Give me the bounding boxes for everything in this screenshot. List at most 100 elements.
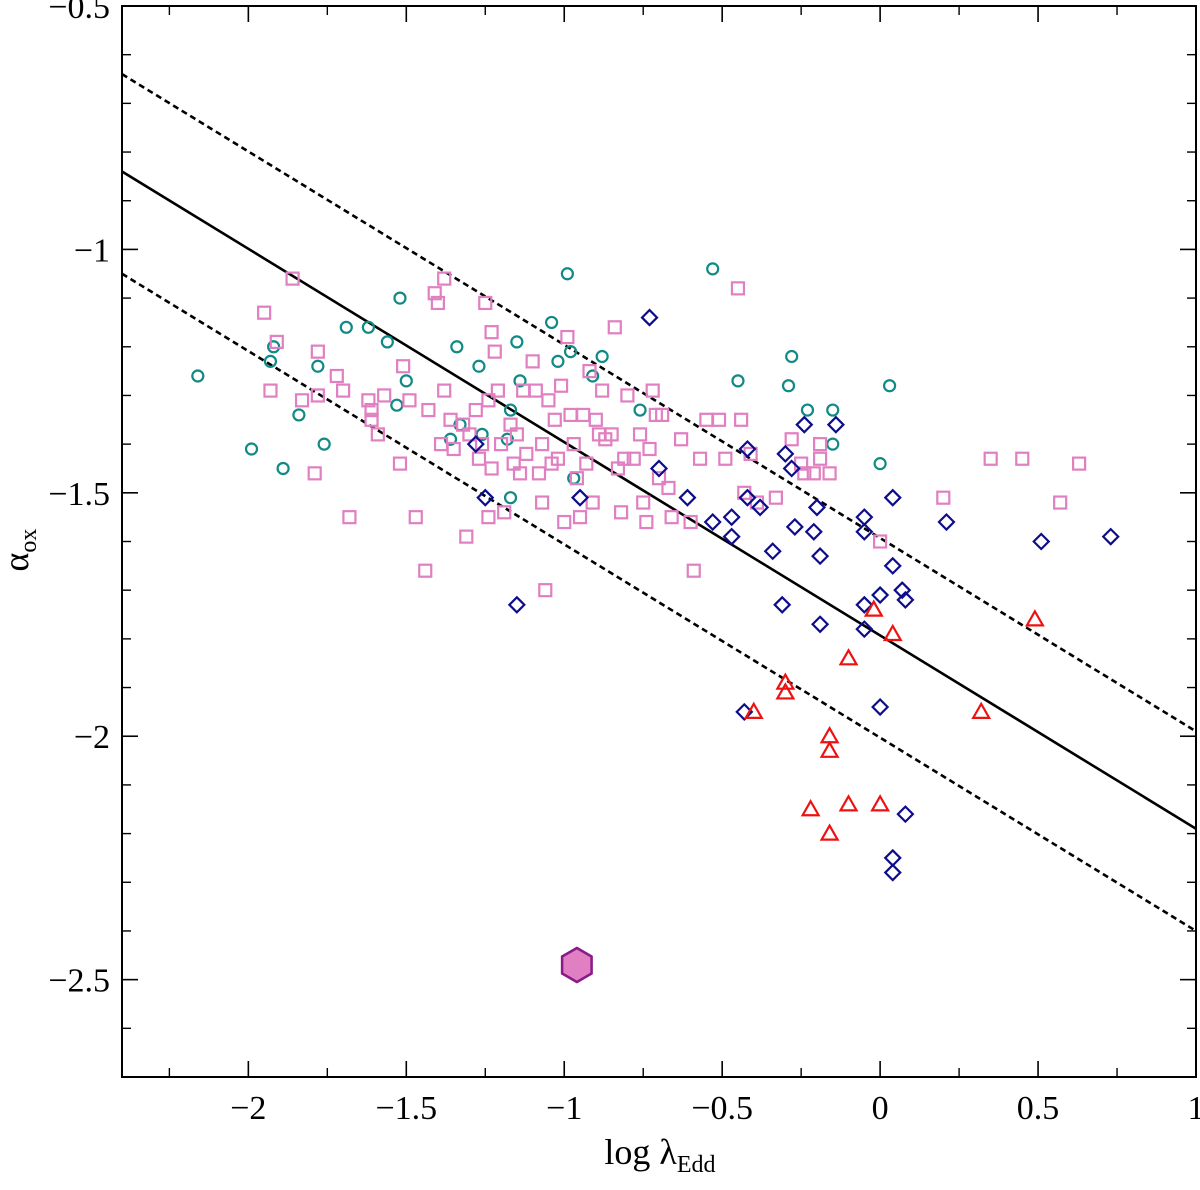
point-squares <box>437 271 452 286</box>
point-diamonds <box>738 439 757 459</box>
point-triangles <box>800 799 821 817</box>
point-diamonds <box>937 512 956 532</box>
point-diamonds <box>855 508 874 527</box>
point-diamonds <box>782 459 801 478</box>
point-circles <box>503 403 518 417</box>
point-squares <box>484 325 499 340</box>
point-circles <box>563 345 578 359</box>
point-squares <box>528 383 543 398</box>
point-diamonds <box>883 556 902 575</box>
point-circles <box>399 374 413 388</box>
point-squares <box>936 490 951 505</box>
point-diamonds <box>735 702 754 721</box>
point-squares <box>377 388 392 403</box>
point-squares <box>481 510 496 525</box>
point-squares <box>812 451 828 466</box>
point-squares <box>655 407 670 423</box>
y-axis-title-sub: ox <box>16 529 42 553</box>
point-squares <box>475 437 490 452</box>
point-squares <box>547 412 562 427</box>
x-axis-title-sub: Edd <box>677 1152 716 1178</box>
point-squares <box>582 364 597 379</box>
point-circles <box>263 354 278 368</box>
point-diamonds <box>893 581 912 600</box>
point-circles <box>544 315 559 330</box>
point-squares <box>478 295 493 311</box>
point-squares <box>563 407 578 423</box>
point-diamonds <box>776 444 795 463</box>
x-axis-title: log λEdd <box>604 1132 715 1178</box>
point-squares <box>664 510 679 525</box>
point-diamonds <box>785 517 804 536</box>
point-squares <box>553 378 569 393</box>
point-diamonds <box>466 435 485 454</box>
point-circles <box>882 379 897 393</box>
point-circles <box>317 437 331 451</box>
point-triangles <box>971 701 992 719</box>
point-squares <box>459 529 474 544</box>
point-diamonds <box>476 488 495 507</box>
point-squares <box>617 451 632 466</box>
point-diamonds <box>763 542 782 561</box>
point-squares <box>421 402 436 418</box>
point-squares <box>674 432 689 447</box>
point-diamonds <box>1101 527 1120 546</box>
point-squares <box>487 344 502 359</box>
point-squares <box>1053 495 1068 510</box>
point-triangles <box>775 682 796 700</box>
point-squares <box>427 286 442 301</box>
point-squares <box>983 451 998 466</box>
point-circles <box>785 349 799 364</box>
point-diamonds <box>570 488 590 507</box>
point-circles <box>706 262 720 276</box>
point-squares <box>310 388 325 403</box>
point-squares <box>462 427 477 442</box>
fit-lines <box>122 73 1196 933</box>
point-circles <box>390 398 404 412</box>
point-squares <box>588 412 603 427</box>
point-circles <box>311 359 325 373</box>
point-triangles <box>819 740 840 758</box>
point-circles <box>633 403 647 417</box>
point-diamonds <box>896 590 915 609</box>
line-regression <box>122 170 1196 830</box>
point-squares <box>541 393 556 408</box>
point-circles <box>513 374 527 388</box>
point-squares <box>585 495 600 510</box>
point-squares <box>531 466 547 481</box>
point-circles <box>586 369 600 383</box>
point-squares <box>364 412 379 427</box>
point-circles <box>450 340 464 354</box>
point-squares <box>418 563 433 578</box>
point-squares <box>402 393 417 408</box>
point-circles <box>560 267 574 281</box>
point-squares <box>257 305 272 320</box>
point-diamonds <box>883 488 902 507</box>
point-squares <box>699 412 714 427</box>
point-squares <box>620 388 635 403</box>
point-diamonds <box>855 595 874 614</box>
point-squares <box>686 563 701 578</box>
point-squares <box>493 437 509 452</box>
point-squares <box>645 383 660 398</box>
point-circles <box>826 403 840 417</box>
point-circles <box>800 403 815 417</box>
point-squares <box>576 407 591 423</box>
point-squares <box>392 456 408 471</box>
point-diamonds <box>804 522 823 541</box>
point-squares <box>607 320 622 335</box>
point-diamonds <box>855 620 874 639</box>
point-circles <box>339 320 353 334</box>
point-squares <box>822 466 837 481</box>
point-diamonds <box>883 848 902 867</box>
point-squares <box>484 461 499 476</box>
point-squares <box>550 451 566 466</box>
point-squares <box>711 412 727 427</box>
point-squares <box>566 437 581 452</box>
point-diamonds <box>871 697 890 717</box>
point-squares <box>294 393 310 408</box>
x-axis-title-main: log λ <box>604 1132 677 1172</box>
x-tick-label: −0.5 <box>691 1090 753 1127</box>
point-triangles <box>819 823 840 841</box>
point-squares <box>342 510 357 525</box>
